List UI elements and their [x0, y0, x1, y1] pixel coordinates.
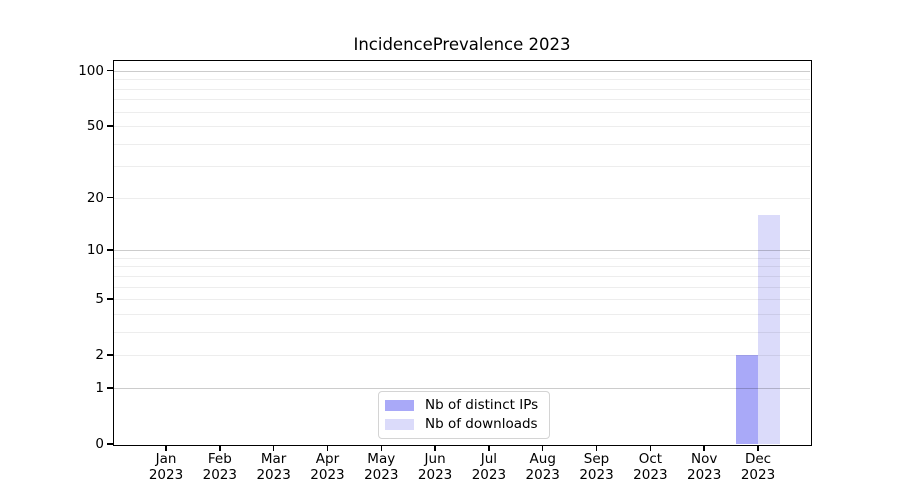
x-tick-label: Apr 2023 [297, 451, 357, 483]
legend: Nb of distinct IPs Nb of downloads [378, 391, 551, 439]
y-tick-label: 10 [86, 242, 104, 259]
minor-gridline [114, 331, 810, 333]
major-gridline [114, 70, 810, 72]
y-tick-mark [107, 249, 113, 251]
x-tick-mark [488, 445, 490, 451]
x-tick-mark [703, 445, 705, 451]
x-tick-year: 2023 [633, 466, 668, 483]
y-tick-mark [107, 125, 113, 127]
x-tick-month: Aug [529, 451, 556, 467]
x-tick-year: 2023 [525, 466, 560, 483]
x-tick-label: Dec 2023 [728, 451, 788, 483]
x-tick-month: Feb [207, 451, 232, 467]
y-tick-label: 50 [86, 118, 104, 135]
y-tick-mark [107, 298, 113, 300]
y-tick-label: 0 [95, 436, 104, 452]
minor-gridline [114, 111, 810, 113]
minor-gridline [114, 313, 810, 315]
x-tick-mark [595, 445, 598, 451]
legend-label: Nb of distinct IPs [425, 397, 539, 413]
x-tick-year: 2023 [471, 466, 507, 483]
x-tick-label: Mar 2023 [244, 451, 304, 483]
legend-label: Nb of downloads [425, 416, 538, 432]
x-tick-month: May [367, 451, 396, 467]
x-tick-mark [272, 445, 275, 451]
legend-row: Nb of distinct IPs [385, 398, 538, 413]
legend-swatch-icon [385, 400, 414, 411]
minor-gridline [114, 286, 810, 288]
x-tick-label: Jul 2023 [459, 451, 519, 483]
minor-gridline [114, 166, 810, 168]
y-tick-mark [107, 354, 113, 356]
x-tick-month: Jun [424, 451, 446, 467]
x-tick-label: Sep 2023 [567, 451, 627, 483]
y-tick-mark [107, 197, 113, 199]
major-gridline [114, 387, 810, 389]
minor-gridline [114, 299, 810, 301]
x-tick-mark [219, 445, 221, 451]
x-tick-year: 2023 [364, 466, 399, 483]
y-tick-label: 2 [95, 347, 104, 364]
x-tick-label: Aug 2023 [513, 451, 573, 483]
x-tick-mark [542, 445, 544, 451]
y-tick-label: 20 [86, 189, 104, 206]
x-tick-year: 2023 [202, 466, 237, 483]
x-tick-month: Jul [480, 451, 498, 467]
x-tick-month: Jan [155, 451, 177, 467]
x-tick-month: Dec [744, 451, 772, 467]
minor-gridline [114, 88, 810, 90]
x-tick-year: 2023 [310, 466, 345, 483]
x-tick-mark [326, 445, 329, 451]
minor-gridline [114, 197, 810, 199]
chart-title: IncidencePrevalence 2023 [353, 35, 571, 54]
minor-gridline [114, 143, 810, 145]
y-tick-label: 1 [95, 379, 104, 396]
x-tick-label: Feb 2023 [190, 451, 250, 483]
x-tick-month: Mar [260, 451, 287, 467]
x-tick-year: 2023 [256, 466, 291, 483]
bar-downloads [758, 214, 780, 444]
x-tick-month: Oct [638, 451, 663, 467]
x-tick-mark [757, 445, 759, 451]
x-tick-mark [649, 445, 652, 451]
legend-swatch-icon [385, 419, 414, 430]
bar-distinct-ips [736, 355, 758, 444]
y-tick-label: 5 [95, 291, 104, 308]
y-tick-mark [107, 443, 113, 445]
x-tick-mark [434, 445, 436, 451]
x-tick-mark [380, 445, 382, 451]
minor-gridline [114, 99, 810, 101]
minor-gridline [114, 126, 810, 128]
legend-row: Nb of downloads [385, 417, 538, 432]
minor-gridline [114, 257, 810, 259]
y-tick-label: 100 [78, 62, 104, 79]
x-tick-month: Sep [583, 451, 610, 467]
x-tick-year: 2023 [148, 466, 184, 483]
y-tick-mark [107, 70, 113, 72]
minor-gridline [114, 79, 810, 81]
x-tick-year: 2023 [686, 466, 722, 483]
x-tick-label: Jan 2023 [136, 451, 196, 483]
x-tick-label: Oct 2023 [620, 451, 680, 483]
minor-gridline [114, 275, 810, 277]
x-tick-year: 2023 [579, 466, 614, 483]
minor-gridline [114, 355, 810, 357]
x-tick-label: May 2023 [351, 451, 411, 483]
x-tick-label: Jun 2023 [405, 451, 465, 483]
y-tick-mark [107, 387, 113, 389]
minor-gridline [114, 266, 810, 268]
major-gridline [114, 250, 810, 252]
x-tick-year: 2023 [417, 466, 453, 483]
x-tick-mark [165, 445, 167, 451]
x-tick-month: Apr [315, 451, 340, 467]
x-tick-year: 2023 [740, 466, 776, 483]
x-tick-label: Nov 2023 [674, 451, 734, 483]
x-tick-month: Nov [690, 451, 718, 467]
